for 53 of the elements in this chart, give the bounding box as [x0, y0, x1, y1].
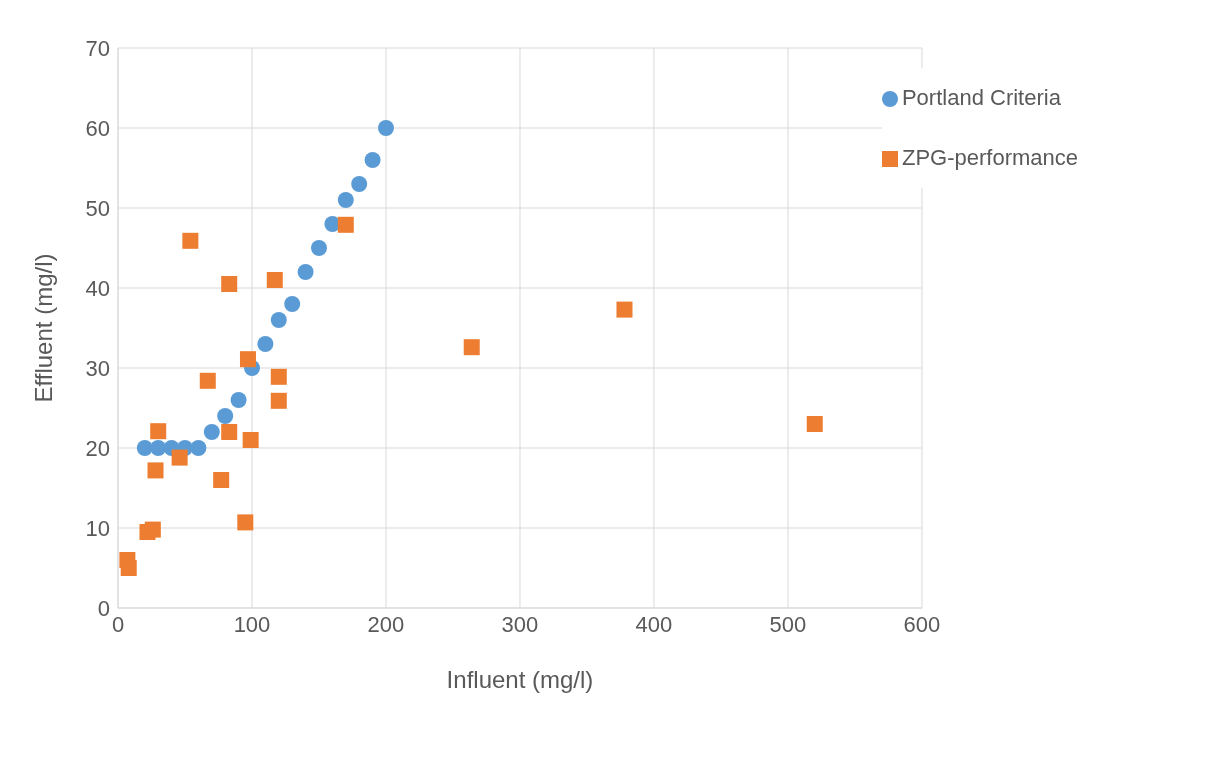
point — [190, 440, 207, 456]
point — [213, 472, 230, 488]
point — [182, 232, 199, 249]
point — [310, 240, 327, 256]
y-tick-label: 10 — [85, 515, 110, 541]
x-axis-title: Influent (mg/l) — [446, 666, 594, 693]
legend-label: ZPG-performance — [901, 145, 1078, 170]
x-tick-label: 200 — [367, 611, 405, 637]
point — [270, 312, 287, 328]
x-tick-label: 300 — [501, 611, 539, 637]
x-tick-label: 500 — [769, 611, 807, 637]
y-tick-label: 20 — [85, 435, 110, 461]
point — [147, 462, 164, 479]
point — [171, 449, 188, 466]
point — [270, 392, 287, 409]
point — [150, 440, 167, 456]
point — [377, 120, 394, 136]
point — [237, 514, 254, 531]
point — [150, 423, 167, 440]
point — [337, 192, 354, 208]
y-tick-label: 40 — [85, 275, 110, 301]
point — [351, 176, 368, 192]
y-tick-label: 0 — [97, 595, 110, 621]
y-tick-label: 60 — [85, 115, 110, 141]
legend-label: Portland Criteria — [901, 85, 1061, 110]
y-tick-label: 70 — [85, 35, 110, 61]
point — [806, 416, 823, 432]
point — [203, 424, 220, 440]
point — [221, 424, 238, 440]
point — [239, 351, 256, 368]
point — [284, 296, 301, 312]
point — [144, 521, 161, 538]
point — [199, 372, 216, 389]
y-tick-label: 30 — [85, 355, 110, 381]
x-tick-label: 100 — [233, 611, 271, 637]
y-tick-label: 50 — [85, 195, 110, 221]
point — [230, 392, 247, 408]
point — [221, 276, 238, 292]
point — [266, 272, 283, 288]
point — [217, 408, 234, 424]
y-axis-title: Effluent (mg/l) — [29, 253, 57, 403]
point — [463, 339, 480, 356]
x-tick-label: 400 — [635, 611, 673, 637]
point — [364, 152, 381, 168]
point — [616, 301, 633, 318]
point — [270, 368, 287, 385]
x-tick-label: 600 — [903, 611, 941, 637]
point — [242, 432, 259, 448]
point — [257, 336, 274, 352]
point — [120, 560, 137, 576]
point — [337, 216, 354, 233]
point — [297, 264, 314, 280]
point — [136, 440, 153, 456]
